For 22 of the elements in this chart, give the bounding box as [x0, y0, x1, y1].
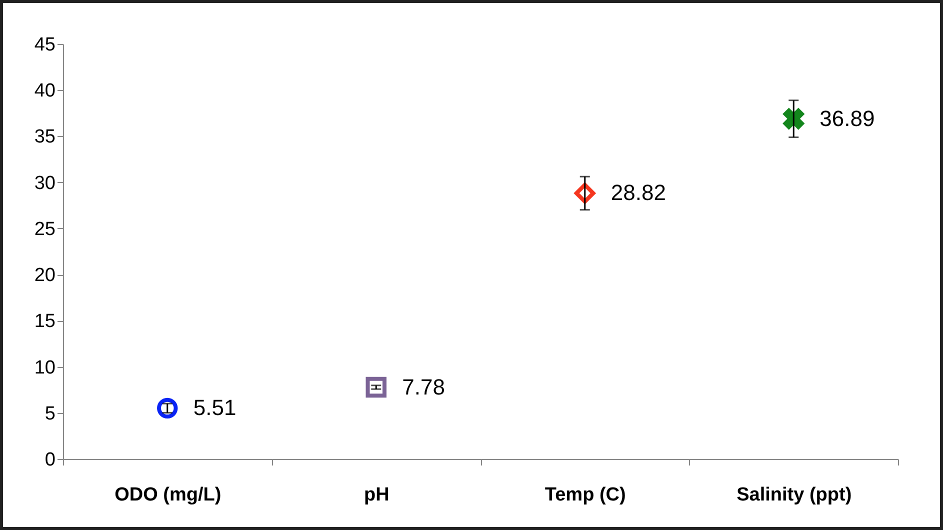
data-label: 36.89 [820, 106, 875, 131]
y-tick-label: 0 [44, 450, 56, 470]
x-tick-label: pH [364, 484, 390, 506]
point [157, 398, 178, 419]
y-tick-label: 35 [34, 126, 56, 148]
point [366, 376, 386, 398]
y-tick-label: 20 [34, 265, 56, 286]
x-tick-label: Salinity (ppt) [736, 484, 852, 506]
x-tick-label: Temp (C) [544, 484, 626, 506]
data-label: 28.82 [610, 180, 666, 206]
y-tick-label: 5 [44, 403, 56, 424]
point [782, 108, 805, 130]
y-tick-label: 15 [34, 311, 56, 332]
y-tick-label: 45 [34, 34, 56, 56]
point [574, 182, 596, 204]
y-tick-label: 10 [34, 357, 56, 378]
y-tick-label: 30 [34, 172, 56, 194]
y-tick-label: 25 [34, 218, 56, 240]
y-tick-label: 40 [34, 80, 56, 102]
data-label: 5.51 [193, 395, 236, 420]
data-label: 7.78 [402, 374, 445, 400]
x-tick-label: ODO (mg/L) [114, 484, 222, 506]
